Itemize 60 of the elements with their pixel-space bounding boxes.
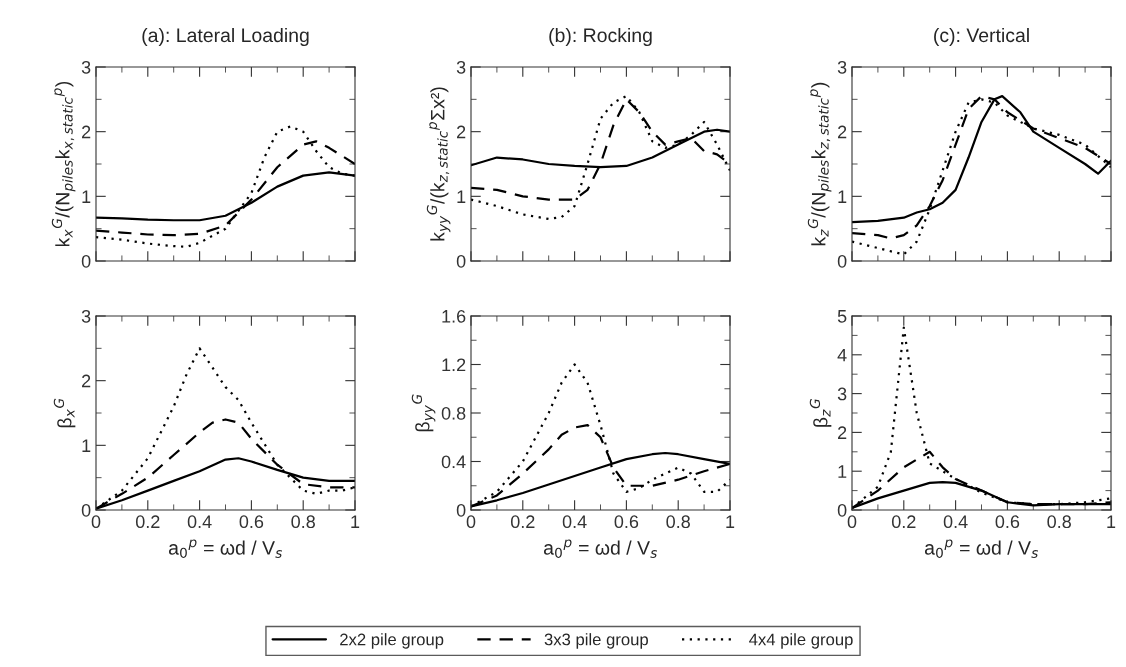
- y-tick-label: 3: [81, 309, 91, 323]
- x-tick-label: 0.4: [187, 515, 212, 529]
- y-tick-label: 4: [837, 348, 847, 362]
- y-axis-title: β$_{x}$$^{G}$: [53, 398, 76, 428]
- y-axis-title: k$_{yy}$$^{G}$/(k$_{z,static}$$^{p}$Σx²): [426, 87, 451, 241]
- y-tick-label: 2: [82, 125, 91, 139]
- x-tick-label: 0.6: [995, 515, 1020, 529]
- x-axis-title: a$_{0}$$^{p}$ = ωd / V$_{s}$: [924, 539, 1039, 558]
- y-tick-label: 0: [837, 254, 847, 268]
- y-tick-label: 3: [837, 60, 847, 74]
- y-tick-label: 3: [81, 60, 91, 74]
- legend-label: 4x4 pile group: [749, 633, 853, 649]
- x-tick-label: 1: [1107, 515, 1116, 528]
- x-tick-label: 1: [726, 515, 735, 528]
- y-tick-label: 1: [838, 190, 847, 203]
- y-tick-label: 3: [837, 387, 847, 401]
- x-tick-label: 1: [351, 515, 360, 528]
- x-tick-label: 0.2: [891, 515, 916, 529]
- y-tick-label: 5: [837, 310, 847, 323]
- x-tick-label: 0.8: [666, 515, 690, 529]
- x-tick-label: 0.2: [510, 515, 535, 529]
- y-tick-label: 0: [456, 254, 466, 268]
- x-tick-label: 0.4: [562, 515, 587, 529]
- y-tick-label: 0.4: [441, 455, 466, 469]
- x-axis-title: a$_{0}$$^{p}$ = ωd / V$_{s}$: [543, 539, 658, 558]
- y-tick-label: 2: [838, 426, 847, 439]
- x-tick-label: 0: [91, 515, 101, 529]
- y-tick-label: 1: [457, 190, 466, 203]
- y-tick-label: 0: [456, 503, 466, 517]
- legend-label: 2x2 pile group: [340, 633, 444, 649]
- x-tick-label: 0.8: [1047, 515, 1071, 529]
- text: k$_{x}$$^{G}$/(N$_{piles}$k$_{x,static}$$^{p}$): [51, 81, 76, 247]
- chart-title: (b): Rocking: [549, 27, 652, 47]
- legend-label: 3x3 pile group: [544, 633, 648, 649]
- y-tick-label: 0: [81, 503, 91, 517]
- x-tick-label: 0.8: [291, 515, 315, 529]
- chart-title: (a): Lateral Loading: [142, 27, 309, 47]
- y-tick-label: 1: [838, 465, 847, 478]
- y-tick-label: 0: [837, 503, 847, 517]
- x-tick-label: 0.6: [614, 515, 639, 529]
- x-axis-title: a$_{0}$$^{p}$ = ωd / V$_{s}$: [168, 539, 283, 558]
- x-tick-label: 0.4: [943, 515, 968, 529]
- y-tick-label: 1: [82, 439, 91, 452]
- y-tick-label: 1.2: [442, 358, 466, 372]
- y-tick-label: 0.8: [441, 406, 466, 420]
- x-tick-label: 0: [847, 515, 857, 529]
- x-tick-label: 0.6: [239, 515, 264, 529]
- y-tick-label: 2: [838, 125, 847, 139]
- y-tick-label: 1: [82, 190, 91, 203]
- y-tick-label: 2: [82, 374, 91, 388]
- x-tick-label: 0.2: [135, 515, 160, 529]
- chart-title: (c): Vertical: [934, 27, 1029, 47]
- y-axis-title: β$_{yy}$$^{G}$: [411, 394, 436, 432]
- y-axis-title: β$_{z}$$^{G}$: [809, 399, 832, 427]
- y-tick-label: 1.6: [442, 309, 466, 323]
- text: k$_{z}$$^{G}$/(N$_{piles}$k$_{z,static}$$^{p}$): [807, 82, 832, 246]
- y-tick-label: 0: [81, 254, 91, 268]
- y-tick-label: 2: [457, 125, 466, 139]
- y-tick-label: 3: [456, 60, 466, 74]
- x-tick-label: 0: [466, 515, 476, 529]
